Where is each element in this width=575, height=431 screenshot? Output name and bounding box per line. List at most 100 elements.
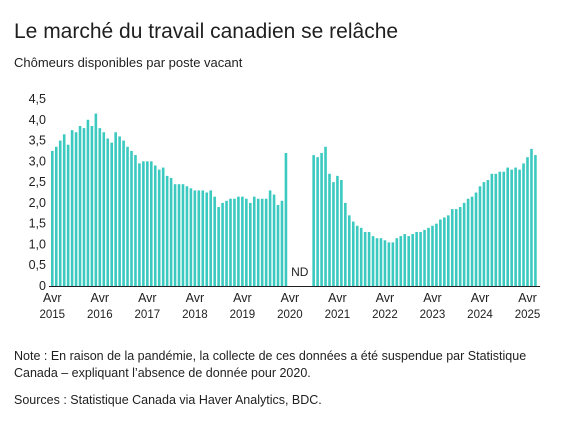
bar — [122, 140, 125, 286]
no-data-label: ND — [291, 265, 309, 279]
bar — [312, 155, 315, 286]
bar — [332, 182, 335, 286]
chart-title: Le marché du travail canadien se relâche — [14, 20, 399, 43]
bar — [351, 221, 355, 286]
bar — [209, 190, 212, 286]
bar — [66, 144, 70, 286]
bar — [241, 196, 244, 286]
bar — [474, 192, 478, 286]
bar — [276, 204, 280, 286]
bar — [419, 231, 422, 286]
bar — [249, 202, 252, 286]
bar — [201, 190, 205, 286]
bar — [86, 119, 90, 286]
bar — [280, 200, 284, 286]
x-tick-year-label: 2020 — [277, 309, 303, 321]
bar — [130, 150, 133, 286]
bar — [383, 240, 387, 286]
bar — [466, 198, 470, 286]
y-axis: 0 0,5 1,0 1,5 2,0 2,5 3,0 3,5 4,0 4,5 — [29, 92, 46, 293]
x-tick-year-label: 2023 — [420, 309, 446, 321]
bar — [403, 234, 407, 286]
bar — [498, 171, 502, 286]
bar — [522, 163, 525, 286]
bar — [478, 186, 482, 286]
bar — [110, 142, 113, 286]
bar — [486, 180, 490, 286]
bar — [355, 225, 359, 286]
bar — [454, 209, 458, 286]
bar — [534, 155, 537, 286]
y-tick-label: 2,5 — [29, 175, 46, 189]
x-axis: Avr 2015 Avr 2016 Avr 2017 Avr 2018 Avr 2019 Avr 20… — [40, 291, 541, 321]
bar — [260, 198, 264, 286]
bar — [189, 188, 193, 286]
bar — [54, 146, 58, 286]
bar — [142, 161, 145, 286]
bar — [134, 155, 137, 286]
x-tick-month-label: Avr — [423, 291, 442, 305]
bar — [58, 140, 62, 286]
x-tick-year-label: 2018 — [182, 309, 208, 321]
y-tick-label: 1,5 — [29, 217, 46, 231]
bar — [344, 202, 347, 286]
bar — [256, 198, 260, 286]
bar — [462, 202, 466, 286]
y-tick-label: 1,0 — [29, 237, 46, 251]
bar — [320, 153, 323, 286]
bar — [161, 167, 165, 286]
x-tick-month-label: Avr — [43, 291, 62, 305]
bar — [62, 134, 66, 286]
bar — [150, 161, 153, 286]
y-tick-label: 2,0 — [29, 196, 46, 210]
bar — [371, 236, 375, 286]
bar — [221, 202, 224, 286]
bar — [118, 136, 121, 286]
x-tick-year-label: 2019 — [230, 309, 256, 321]
bar — [415, 231, 418, 286]
bar — [98, 128, 102, 286]
bar — [526, 157, 529, 286]
bar — [70, 130, 74, 286]
bar — [427, 227, 430, 286]
bar — [102, 132, 106, 286]
bar — [447, 215, 450, 286]
x-tick-year-label: 2017 — [135, 309, 161, 321]
bar — [367, 231, 371, 286]
bar — [51, 150, 54, 286]
bar — [268, 190, 272, 286]
bar — [217, 207, 220, 286]
x-tick-year-label: 2025 — [515, 309, 541, 321]
y-tick-label: 3,5 — [29, 134, 46, 148]
bar — [518, 169, 521, 286]
bar — [181, 184, 185, 286]
bars — [51, 113, 537, 286]
chart-sources: Sources : Statistique Canada via Haver A… — [14, 393, 322, 407]
bar — [340, 180, 343, 286]
chart-subtitle: Chômeurs disponibles par poste vacant — [14, 55, 243, 70]
bar — [272, 194, 276, 286]
bar — [530, 148, 533, 286]
bar — [78, 126, 82, 286]
y-tick-label: 3,0 — [29, 154, 46, 168]
bar — [245, 198, 248, 286]
bar — [450, 209, 454, 286]
bar — [252, 196, 256, 286]
bar — [94, 113, 98, 286]
bar — [138, 163, 141, 286]
x-tick-month-label: Avr — [233, 291, 252, 305]
bar-chart: 0 0,5 1,0 1,5 2,0 2,5 3,0 3,5 4,0 4,5 Avr 2015 Avr 2… — [29, 92, 541, 321]
x-tick-month-label: Avr — [471, 291, 490, 305]
bar — [407, 236, 410, 286]
bar — [399, 236, 403, 286]
bar — [379, 238, 383, 286]
chart-note: Note : En raison de la pandémie, la coll… — [14, 349, 527, 380]
bar — [514, 167, 517, 286]
x-tick-year-label: 2024 — [467, 309, 493, 321]
bar — [395, 238, 399, 286]
y-tick-label: 4,0 — [29, 113, 46, 127]
x-tick-month-label: Avr — [376, 291, 395, 305]
x-tick-year-label: 2016 — [87, 309, 113, 321]
x-tick-year-label: 2015 — [40, 309, 66, 321]
x-tick-year-label: 2021 — [325, 309, 351, 321]
